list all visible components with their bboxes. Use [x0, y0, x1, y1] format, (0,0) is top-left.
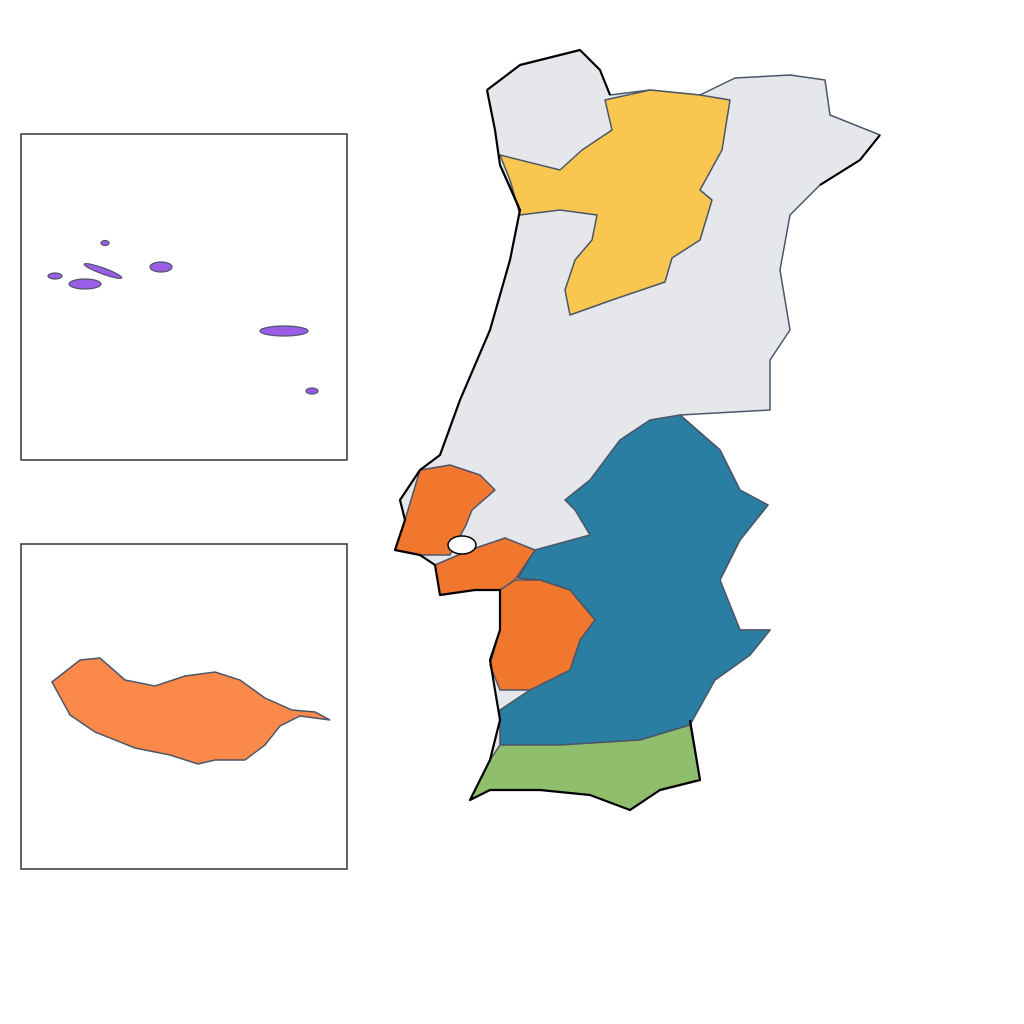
- region-alentejo-litoral[interactable]: [489, 579, 596, 691]
- region-north-highlight[interactable]: [499, 89, 731, 316]
- tagus-estuary: [447, 535, 477, 555]
- coastline: [393, 48, 881, 812]
- azores-inset-frame: [20, 133, 348, 461]
- madeira-inset-frame: [20, 543, 348, 870]
- region-madeira[interactable]: [51, 657, 331, 765]
- region-azores[interactable]: [47, 239, 319, 395]
- region-lisbon[interactable]: [394, 464, 496, 556]
